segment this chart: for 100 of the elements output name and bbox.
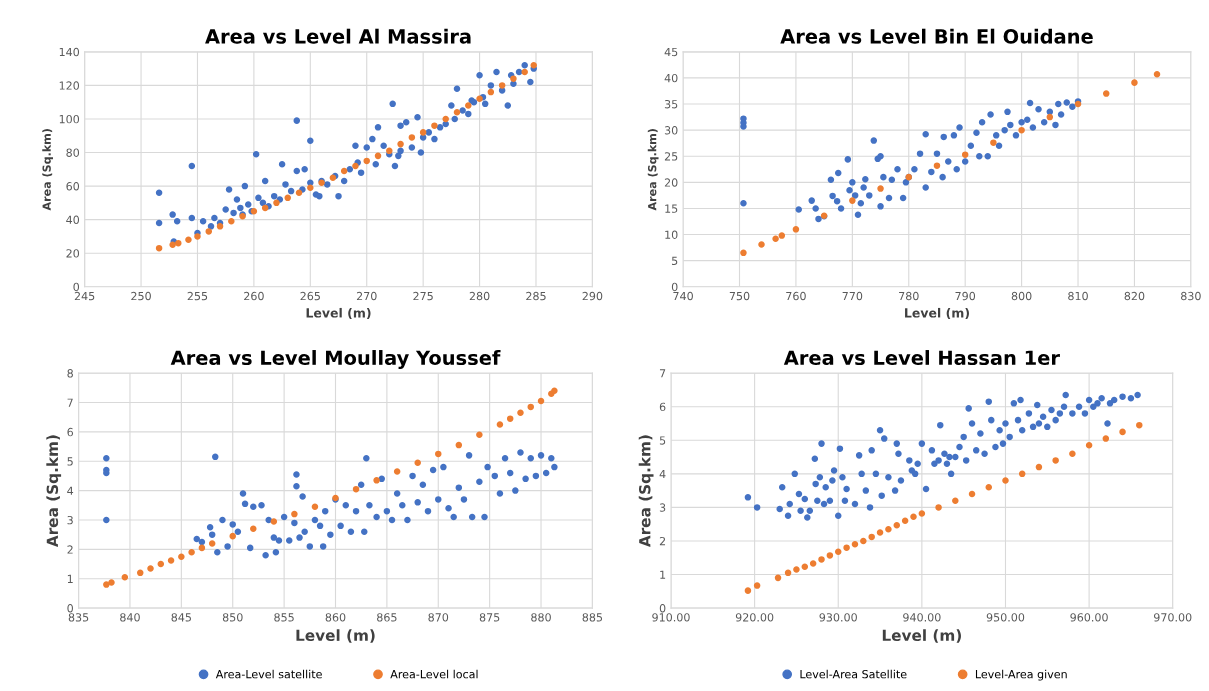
y-tick-label: 45: [664, 47, 678, 57]
y-tick-label: 10: [665, 230, 678, 239]
point: [216, 223, 224, 230]
x-tick-label: 930.00: [819, 613, 857, 622]
x-tick-label: 290: [582, 291, 603, 301]
x-tick-label: 740: [673, 291, 693, 301]
point: [408, 134, 416, 141]
point: [453, 108, 461, 116]
point: [537, 397, 545, 405]
point: [1046, 113, 1054, 121]
point: [397, 140, 404, 148]
y-tick-label: 7: [67, 398, 73, 407]
point: [826, 552, 834, 559]
x-tick-label: 920.00: [735, 613, 774, 622]
y-tick-label: 120: [59, 81, 80, 90]
point: [465, 102, 472, 109]
point: [435, 450, 442, 458]
chart-title: Area vs Level Moullay Youssef: [170, 350, 501, 369]
point: [229, 532, 236, 540]
point: [431, 122, 438, 129]
y-axis-title: Area (Sq.km): [647, 129, 659, 211]
point: [860, 537, 867, 545]
x-tick-label: 845: [171, 613, 191, 622]
x-tick-label: 780: [899, 291, 919, 301]
y-axis-title: Area (Sq.km): [42, 129, 54, 211]
x-tick-label: 850: [222, 613, 243, 622]
point: [295, 189, 303, 197]
y-tick-label: 1: [67, 574, 73, 583]
point: [455, 441, 463, 449]
point: [498, 82, 506, 89]
point: [517, 409, 524, 417]
point: [851, 541, 859, 548]
y-tick-label: 0: [671, 282, 678, 292]
x-tick-label: 790: [955, 291, 976, 301]
point: [194, 233, 201, 240]
y-tick-label: 6: [659, 402, 666, 412]
y-tick-label: 0: [659, 604, 666, 613]
point: [843, 544, 850, 551]
legend-label: Level-Area given: [975, 669, 1067, 681]
point: [419, 129, 427, 136]
y-tick-label: 5: [672, 256, 678, 266]
point: [1018, 126, 1025, 134]
y-tick-label: 20: [66, 249, 80, 258]
x-tick-label: 275: [413, 291, 433, 301]
point: [205, 228, 213, 235]
point: [1119, 428, 1126, 436]
x-tick-label: 960.00: [1070, 613, 1108, 622]
point: [758, 241, 765, 248]
x-tick-label: 875: [479, 613, 500, 622]
point: [261, 204, 269, 212]
point: [374, 152, 382, 160]
point: [307, 184, 314, 192]
point: [1052, 457, 1059, 464]
point: [108, 579, 115, 586]
y-tick-label: 5: [659, 436, 666, 445]
point: [744, 587, 752, 594]
x-axis-title: Level (m): [296, 629, 375, 643]
point: [188, 549, 195, 556]
x-tick-label: 770: [842, 291, 863, 301]
x-tick-label: 820: [1124, 291, 1145, 301]
point: [1035, 463, 1043, 471]
point: [228, 218, 235, 225]
chart-title: Area vs Level Hassan 1er: [783, 350, 1060, 366]
x-tick-label: 245: [74, 291, 95, 301]
x-tick-label: 880: [531, 613, 551, 622]
x-tick-label: 260: [244, 291, 264, 301]
point: [877, 185, 884, 192]
x-axis-title: Level (m): [306, 307, 371, 320]
x-tick-label: 280: [469, 291, 490, 301]
point: [1018, 470, 1026, 478]
point: [155, 244, 163, 252]
point: [868, 533, 875, 541]
y-tick-label: 15: [665, 204, 678, 213]
x-axis-title: Level (m): [882, 629, 961, 643]
y-tick-label: 8: [67, 369, 73, 378]
point: [985, 484, 993, 491]
point: [1069, 450, 1076, 457]
point: [178, 553, 185, 560]
point: [1131, 79, 1138, 86]
y-tick-label: 0: [67, 604, 73, 613]
chart-title: Area vs Level Al Massira: [205, 28, 471, 44]
point: [185, 236, 192, 244]
point: [208, 540, 216, 547]
point: [363, 157, 370, 165]
point: [918, 510, 926, 517]
point: [147, 565, 154, 572]
point: [849, 197, 856, 204]
point: [414, 459, 421, 466]
point: [876, 529, 884, 536]
point: [990, 139, 997, 146]
point: [521, 68, 528, 76]
point: [506, 415, 514, 422]
point: [136, 569, 144, 577]
x-axis-title: Level (m): [905, 307, 969, 320]
point: [801, 563, 809, 571]
y-axis-title: Area (Sq.km): [46, 435, 62, 548]
point: [198, 544, 206, 552]
x-tick-label: 250: [131, 291, 151, 301]
point: [167, 557, 175, 564]
x-tick-label: 855: [274, 613, 294, 622]
